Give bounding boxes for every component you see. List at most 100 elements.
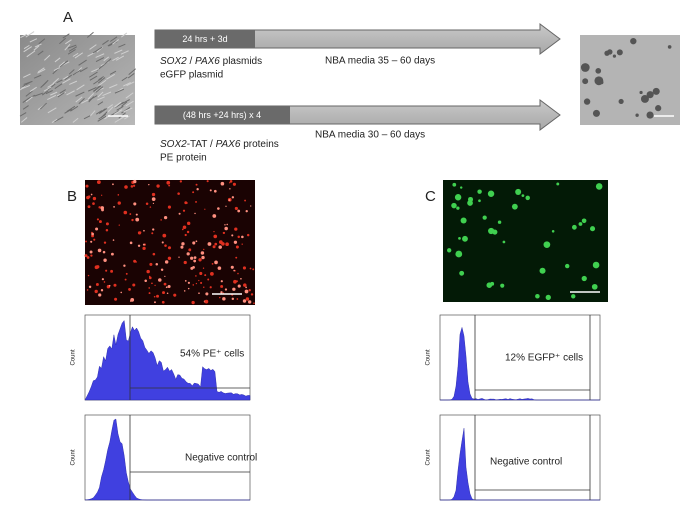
axis-title: Count xyxy=(71,349,77,365)
dot xyxy=(153,295,156,298)
cell xyxy=(95,57,105,62)
dot xyxy=(245,286,247,289)
dot xyxy=(100,289,104,292)
cell xyxy=(116,105,124,111)
cell xyxy=(47,94,57,101)
dot xyxy=(228,199,231,202)
dot xyxy=(447,248,452,253)
dot xyxy=(190,266,194,270)
cell xyxy=(20,84,31,90)
cell xyxy=(97,91,104,98)
cell xyxy=(25,90,33,97)
cell-texture xyxy=(19,31,136,123)
dot xyxy=(459,270,465,276)
dot xyxy=(117,201,121,205)
dot xyxy=(217,207,220,210)
cell xyxy=(125,92,134,99)
dot xyxy=(98,220,102,224)
dot xyxy=(209,286,212,289)
cell xyxy=(29,38,38,43)
dot xyxy=(123,210,128,215)
cell xyxy=(98,79,107,87)
media-label: NBA media 35 – 60 days xyxy=(325,56,435,67)
dot xyxy=(101,278,105,281)
cell xyxy=(62,33,70,39)
cell xyxy=(91,68,100,73)
cell xyxy=(107,106,114,113)
dot xyxy=(205,292,209,296)
cell xyxy=(34,43,42,48)
cell xyxy=(72,117,79,123)
dot xyxy=(203,286,205,289)
dot xyxy=(103,281,106,283)
dot xyxy=(167,284,171,288)
gate-label: 54% PE⁺ cells xyxy=(180,349,244,360)
cell xyxy=(118,43,126,48)
dot xyxy=(246,233,250,237)
cell xyxy=(92,46,103,54)
dot xyxy=(250,205,252,207)
neuron xyxy=(640,94,649,103)
dot xyxy=(194,212,196,215)
cell xyxy=(37,50,44,56)
dot xyxy=(452,182,457,187)
dot xyxy=(93,238,96,241)
cell xyxy=(86,31,94,38)
cell xyxy=(25,96,33,103)
dot xyxy=(98,293,102,297)
cell xyxy=(43,86,52,92)
cell xyxy=(114,49,123,54)
dot xyxy=(460,217,467,224)
dot xyxy=(118,224,120,226)
dot xyxy=(455,250,463,258)
dot xyxy=(220,284,224,288)
dot xyxy=(105,269,108,272)
dot xyxy=(200,281,203,284)
cell xyxy=(23,73,31,78)
dot xyxy=(161,241,164,244)
dot xyxy=(206,180,209,183)
arrow-box xyxy=(155,106,290,124)
cell xyxy=(66,105,76,112)
dot xyxy=(132,283,136,287)
cell xyxy=(72,52,79,57)
cell xyxy=(64,43,71,51)
gene: SOX2 xyxy=(160,139,187,150)
dot xyxy=(229,180,233,183)
dot xyxy=(211,262,214,265)
sep: -TAT / xyxy=(187,139,216,150)
neuron xyxy=(630,37,637,45)
dot xyxy=(94,265,99,270)
dot xyxy=(511,203,518,210)
cell xyxy=(87,86,97,92)
dot xyxy=(578,222,583,226)
dot xyxy=(200,251,205,255)
dot xyxy=(222,297,226,301)
dot xyxy=(152,228,155,231)
cell xyxy=(95,53,105,58)
dot xyxy=(231,196,235,199)
cell xyxy=(34,92,44,97)
dot xyxy=(152,202,155,204)
dot xyxy=(243,283,247,287)
dot xyxy=(177,192,180,195)
cell xyxy=(109,36,118,42)
dot xyxy=(135,213,138,216)
dot xyxy=(581,218,587,224)
dot xyxy=(230,265,234,269)
neuron xyxy=(599,80,604,85)
dot xyxy=(500,283,505,288)
dot xyxy=(214,242,218,246)
dot xyxy=(571,294,576,299)
dot xyxy=(195,240,198,243)
dot xyxy=(149,206,152,208)
rest: proteins xyxy=(240,139,278,150)
treatment-line: eGFP plasmid xyxy=(160,70,223,81)
cell xyxy=(95,110,103,115)
dot xyxy=(190,256,194,260)
dot xyxy=(244,199,246,202)
dot xyxy=(221,242,225,246)
dot xyxy=(225,243,228,246)
dot xyxy=(237,235,241,239)
cell xyxy=(97,115,107,122)
